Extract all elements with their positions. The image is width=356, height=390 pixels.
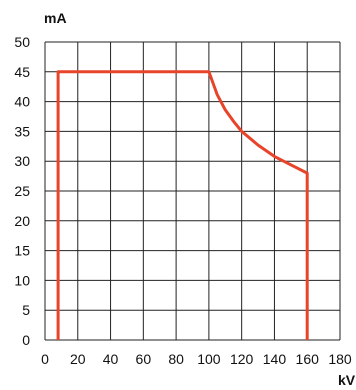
x-tick-label: 140 — [263, 351, 287, 367]
series-line — [56, 70, 309, 340]
x-axis-label: kV — [338, 372, 356, 388]
x-tick-label: 160 — [296, 351, 320, 367]
y-tick-label: 50 — [14, 34, 30, 50]
y-axis-label: mA — [44, 10, 67, 26]
x-tick-label: 20 — [70, 351, 86, 367]
y-tick-label: 25 — [14, 183, 30, 199]
x-tick-label: 120 — [230, 351, 254, 367]
x-tick-label: 60 — [136, 351, 152, 367]
y-tick-label: 15 — [14, 243, 30, 259]
y-tick-label: 40 — [14, 94, 30, 110]
y-tick-label: 45 — [14, 64, 30, 80]
y-tick-label: 35 — [14, 123, 30, 139]
y-tick-label: 10 — [14, 272, 30, 288]
x-tick-label: 0 — [41, 351, 49, 367]
x-tick-label: 40 — [103, 351, 119, 367]
y-axis-ticks: 0 5 10 15 20 25 30 35 40 45 50 — [14, 34, 30, 348]
y-tick-label: 5 — [22, 302, 30, 318]
series-layer — [56, 70, 309, 340]
y-tick-label: 30 — [14, 153, 30, 169]
y-tick-label: 0 — [22, 332, 30, 348]
grid — [44, 41, 341, 341]
x-axis-ticks: 0 20 40 60 80 100 120 140 160 180 — [41, 351, 352, 367]
y-tick-label: 20 — [14, 213, 30, 229]
x-tick-label: 80 — [168, 351, 184, 367]
x-tick-label: 180 — [328, 351, 352, 367]
x-tick-label: 100 — [197, 351, 221, 367]
